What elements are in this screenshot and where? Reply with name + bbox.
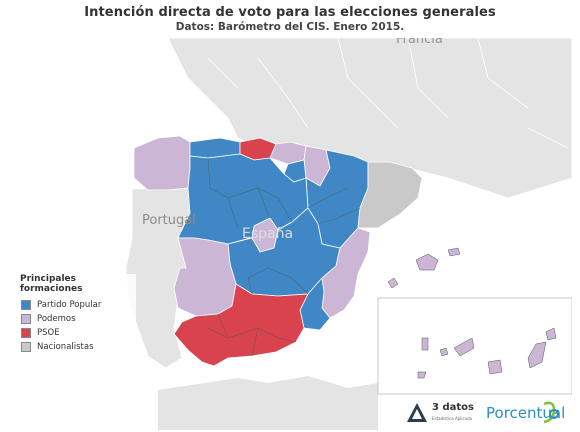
region-islas-canarias-tenerife[interactable] [453,337,475,357]
region-islas-canarias-lanzarote[interactable] [545,327,557,341]
legend-item-psoe[interactable]: PSOE [21,326,136,340]
chart-header: Intención directa de voto para las elecc… [0,0,580,40]
legend-item-partido-popular[interactable]: Partido Popular [21,298,136,312]
region-islas-canarias-la-palma[interactable] [421,337,429,351]
legend-title: Principales formaciones [20,274,83,294]
region-extremadura[interactable] [173,237,237,317]
legend-swatch-partido-popular [21,300,31,310]
region-islas-baleares-mallorca[interactable] [415,253,439,271]
land-background-north-borders [207,38,569,149]
logo-porcentual-text: Porcentual [486,404,566,422]
region-islas-baleares-menorca[interactable] [447,247,461,257]
region-islas-canarias-el-hierro[interactable] [417,371,427,379]
logo-3datos-name: 3 datos [432,401,474,413]
province-borders [207,157,361,357]
map-canvas[interactable]: Francia Portugal España [8,38,572,430]
label-portugal: Portugal [142,213,196,228]
land-africa [158,376,378,430]
logo-porcentual[interactable]: Porcentual [484,398,565,428]
map-subtitle: Datos: Barómetro del CIS. Enero 2015. [175,21,405,33]
legend-swatch-podemos [21,314,31,324]
region-galicia[interactable] [133,135,191,191]
map-title: Intención directa de voto para las elecc… [84,5,496,20]
legend-label: PSOE [37,328,60,338]
label-spain: España [242,226,293,242]
legend: Principales formaciones Partido Popular … [18,274,136,352]
porcentual-swirl-icon [543,401,559,424]
logo-3datos-subtitle: Estadística Aplicada [432,415,473,421]
legend-swatch-psoe [21,328,31,338]
region-islas-canarias-fuerteventura[interactable] [527,341,547,369]
region-islas-canarias-la-gomera[interactable] [439,347,449,357]
legend-label: Nacionalistas [37,342,94,352]
legend-label: Partido Popular [37,300,102,310]
region-cataluna[interactable] [357,161,423,229]
logo-3datos[interactable]: 3 datos Estadística Aplicada [406,398,478,428]
region-andalucia[interactable] [173,283,309,367]
legend-item-nacionalistas[interactable]: Nacionalistas [21,340,136,354]
region-islas-baleares-ibiza[interactable] [387,277,399,289]
legend-item-podemos[interactable]: Podemos [21,312,136,326]
legend-swatch-nacionalistas [21,342,31,352]
3datos-triangle-icon [407,403,427,422]
region-islas-canarias-gran-canaria[interactable] [487,359,503,375]
label-france: Francia [396,38,443,47]
legend-label: Podemos [37,314,76,324]
